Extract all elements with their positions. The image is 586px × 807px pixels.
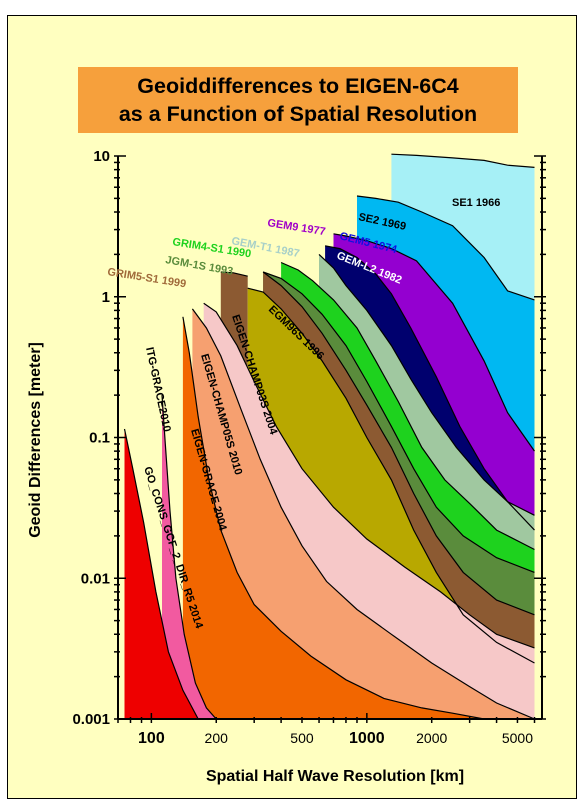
area-14 <box>162 395 217 719</box>
y-tick-label: 0.001 <box>72 711 110 728</box>
boundary-line-0 <box>391 153 535 168</box>
y-tick-label: 1 <box>102 289 110 306</box>
boundary-line-3 <box>324 245 535 531</box>
x-tick-label: 100 <box>138 730 165 747</box>
x-tick-label: 500 <box>290 730 314 746</box>
boundary-line-11 <box>203 302 535 649</box>
boundary-line-4 <box>318 253 535 516</box>
y-tick-label: 10 <box>93 148 110 165</box>
boundary-line-10 <box>247 287 535 664</box>
boundary-line-14 <box>161 395 217 720</box>
chart-title-box: Geoiddifferences to EIGEN-6C4 as a Funct… <box>78 67 518 133</box>
x-axis-title: Spatial Half Wave Resolution [km] <box>206 768 464 785</box>
x-tick-label: 5000 <box>502 730 533 746</box>
area-13 <box>182 316 485 719</box>
area-15 <box>124 429 199 719</box>
series-label-7: JGM-1S 1993 <box>164 254 234 278</box>
area-12 <box>192 308 535 719</box>
x-tick-label: 200 <box>205 730 229 746</box>
y-tick-label: 0.01 <box>81 570 110 587</box>
y-axis-title: Geoid Differences [meter] <box>27 342 44 538</box>
boundary-line-8 <box>262 271 535 616</box>
chart-title-line-2: as a Function of Spatial Resolution <box>118 102 478 126</box>
chart-title-line-1: Geoiddifferences to EIGEN-6C4 <box>137 74 459 98</box>
x-tick-label: 2000 <box>416 730 447 746</box>
boundary-line-1 <box>356 195 535 301</box>
series-label-0: SE1 1966 <box>452 197 500 209</box>
boundary-line-6 <box>280 261 535 551</box>
y-tick-label: 0.1 <box>89 430 110 447</box>
boundary-line-9 <box>220 271 248 277</box>
boundary-line-15 <box>123 428 199 720</box>
boundary-line-13 <box>182 316 485 720</box>
boundary-line-2 <box>333 233 535 452</box>
series-label-14: ITG-GRACE2010 <box>143 346 173 433</box>
boundary-line-12 <box>191 308 535 720</box>
boundary-line-7 <box>262 271 535 573</box>
series-label-5: GEM9 1977 <box>267 217 327 238</box>
x-tick-label: 1000 <box>349 730 385 747</box>
